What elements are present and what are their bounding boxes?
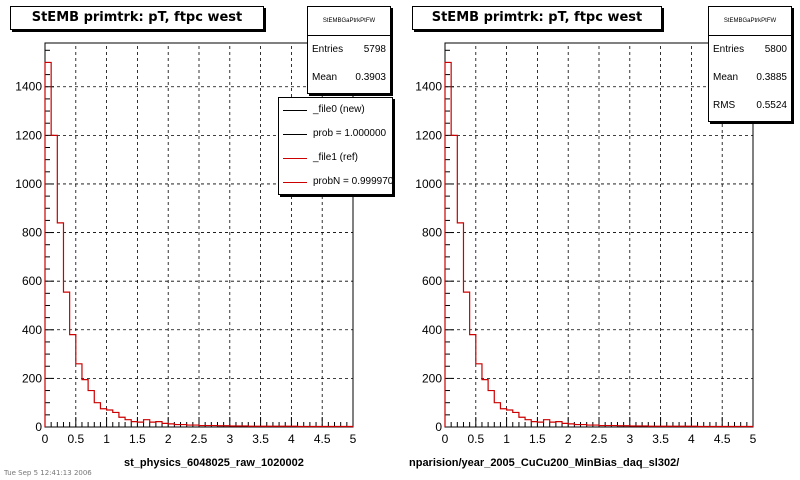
y-tick-label: 600 [22, 274, 42, 288]
y-tick-label: 800 [422, 226, 442, 240]
stats-mean-row: Mean 0.3885 [709, 64, 791, 92]
stats-entries-value: 5800 [764, 44, 787, 55]
timestamp-text: Tue Sep 5 12:41:13 2006 [4, 469, 92, 477]
x-tick-label: 2.5 [591, 432, 608, 446]
x-tick-label: 4.5 [314, 432, 331, 446]
x-tick-label: 4.5 [714, 432, 731, 446]
y-tick-label: 0 [435, 420, 442, 434]
y-tick-label: 1200 [15, 128, 42, 142]
legend-box: _file0 (new) prob = 1.000000 _file1 (ref… [278, 97, 393, 195]
y-tick-label: 600 [422, 274, 442, 288]
x-tick-label: 1.5 [529, 432, 546, 446]
y-tick-label: 200 [422, 371, 442, 385]
stats-entries-row: Entries 5798 [308, 36, 390, 64]
footer-label-left: st_physics_6048025_raw_1020002 [124, 457, 304, 469]
y-tick-label: 1400 [15, 80, 42, 94]
legend-label: prob = 1.000000 [313, 128, 387, 139]
legend-label: _file1 (ref) [313, 152, 359, 163]
plot-area-right: 0 0.5 1 1.5 2 2.5 3 3.5 4 4.5 5 0 200 400 600 800 1000 12… [415, 42, 757, 446]
x-tick-label: 2 [565, 432, 572, 446]
legend-entry-prob: prob = 1.000000 [279, 122, 392, 146]
legend-line-black [283, 110, 307, 111]
y-tick-label: 1200 [415, 128, 442, 142]
histogram-series-line [444, 61, 754, 428]
stats-box-right: StEMBGaPtrkPtFW Entries 5800 Mean 0.3885… [708, 6, 792, 122]
stats-mean-label: Mean [312, 72, 338, 83]
legend-entry-probn: probN = 0.999970 [279, 170, 392, 194]
y-tick-label: 400 [22, 323, 42, 337]
x-tick-label: 1 [103, 432, 110, 446]
x-tick-label: 3 [626, 432, 633, 446]
x-tick-label: 5 [750, 432, 757, 446]
stats-mean-row: Mean 0.3903 [308, 64, 390, 92]
stats-box-left: StEMBGaPtrkPtFW Entries 5798 Mean 0.3903 [307, 6, 391, 94]
legend-entry-file1: _file1 (ref) [279, 146, 392, 170]
stats-entries-label: Entries [713, 44, 745, 55]
histogram-series-line [44, 61, 354, 428]
legend-line-red [283, 158, 307, 159]
y-tick-label: 800 [22, 226, 42, 240]
x-tick-label: 0.5 [67, 432, 84, 446]
x-tick-label: 5 [350, 432, 357, 446]
chart-title-left: StEMB primtrk: pT, ftpc west [10, 6, 264, 30]
footer-label-right: nparision/year_2005_CuCu200_MinBias_daq_… [409, 457, 680, 469]
legend-line-black [283, 134, 307, 135]
x-tick-label: 3 [226, 432, 233, 446]
y-tick-label: 1000 [415, 177, 442, 191]
x-tick-label: 2.5 [191, 432, 208, 446]
y-tick-label: 200 [22, 371, 42, 385]
stats-name: StEMBGaPtrkPtFW [308, 7, 390, 36]
stats-name: StEMBGaPtrkPtFW [709, 7, 791, 36]
x-tick-label: 0.5 [467, 432, 484, 446]
y-tick-label: 0 [35, 420, 42, 434]
x-tick-label: 2 [165, 432, 172, 446]
x-tick-label: 4 [688, 432, 695, 446]
y-tick-label: 1000 [15, 177, 42, 191]
chart-title-right: StEMB primtrk: pT, ftpc west [412, 6, 662, 30]
stats-mean-value: 0.3885 [756, 72, 787, 83]
y-tick-label: 400 [422, 323, 442, 337]
legend-line-red [283, 182, 307, 183]
x-tick-label: 0 [42, 432, 49, 446]
x-tick-label: 1 [503, 432, 510, 446]
legend-label: probN = 0.999970 [313, 176, 393, 187]
stats-rms-row: RMS 0.5524 [709, 92, 791, 120]
stats-rms-value: 0.5524 [756, 100, 787, 111]
legend-entry-file0: _file0 (new) [279, 98, 392, 122]
stats-rms-label: RMS [713, 100, 736, 111]
stats-entries-label: Entries [312, 44, 344, 55]
stats-entries-value: 5798 [363, 44, 386, 55]
x-tick-label: 3.5 [652, 432, 669, 446]
x-tick-label: 1.5 [129, 432, 146, 446]
stats-entries-row: Entries 5800 [709, 36, 791, 64]
x-tick-label: 4 [288, 432, 295, 446]
legend-label: _file0 (new) [313, 104, 365, 115]
stats-mean-label: Mean [713, 72, 739, 83]
x-tick-label: 0 [442, 432, 449, 446]
y-tick-label: 1400 [415, 80, 442, 94]
x-tick-label: 3.5 [252, 432, 269, 446]
stats-mean-value: 0.3903 [355, 72, 386, 83]
